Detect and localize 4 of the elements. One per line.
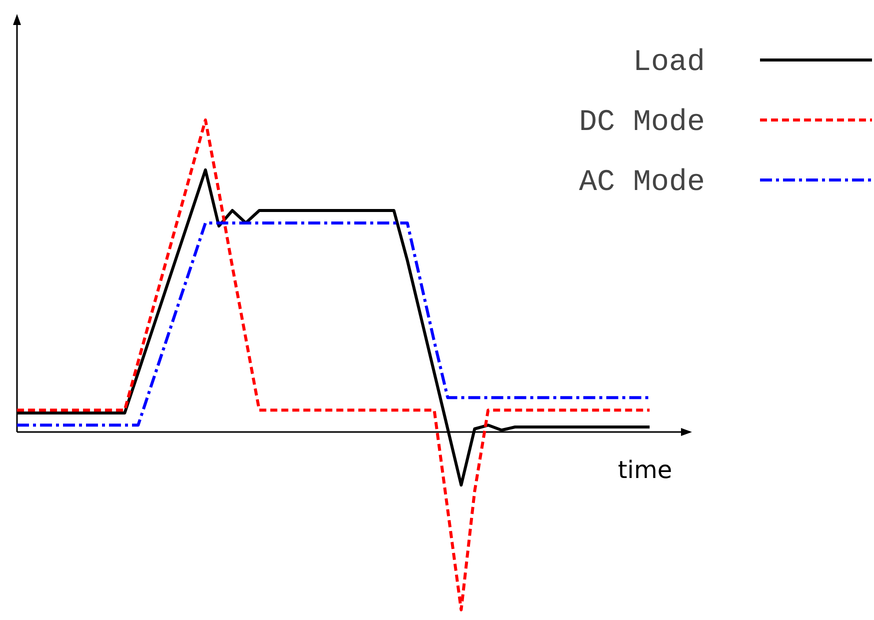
legend-label: Load: [632, 46, 705, 80]
x-axis-title: time: [618, 456, 672, 484]
legend-label: DC Mode: [578, 106, 705, 140]
legend-label: AC Mode: [578, 166, 705, 200]
